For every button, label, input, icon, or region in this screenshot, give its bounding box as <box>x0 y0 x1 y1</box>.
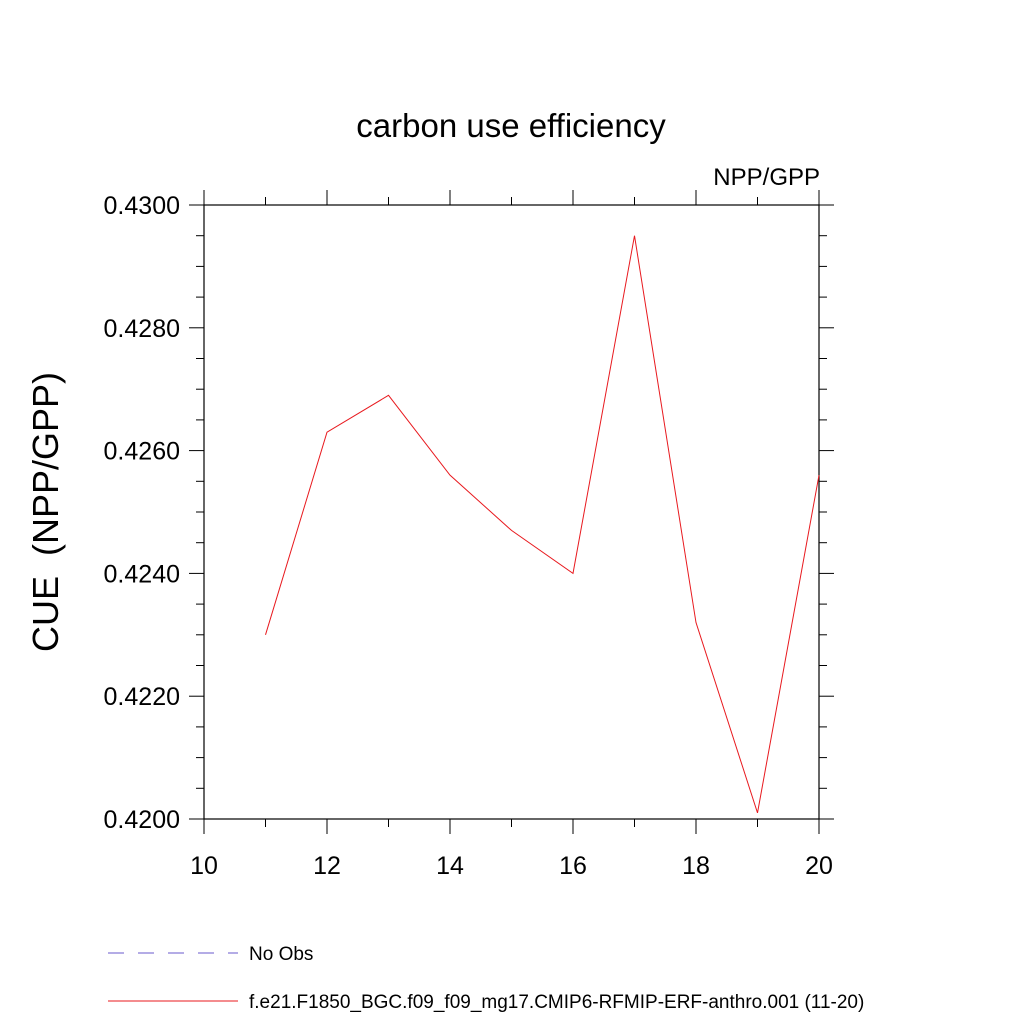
chart-subtitle: NPP/GPP <box>713 164 820 191</box>
y-tick-label: 0.4200 <box>104 806 180 834</box>
x-tick-label: 14 <box>436 852 464 880</box>
y-tick-label: 0.4220 <box>104 683 180 711</box>
x-tick-label: 20 <box>805 852 833 880</box>
chart-title: carbon use efficiency <box>356 107 666 144</box>
x-tick-label: 16 <box>559 852 587 880</box>
x-tick-label: 18 <box>682 852 710 880</box>
legend: No Obs f.e21.F1850_BGC.f09_f09_mg17.CMIP6… <box>108 944 864 1013</box>
y-tick-label: 0.4240 <box>104 560 180 588</box>
y-axis-label: CUE (NPP/GPP) <box>25 372 66 652</box>
series-line-cue <box>265 235 820 814</box>
legend-label: f.e21.F1850_BGC.f09_f09_mg17.CMIP6-RFMIP… <box>249 992 864 1013</box>
series-layer <box>265 235 820 814</box>
plot-frame <box>203 204 820 820</box>
x-tick-label: 10 <box>190 852 218 880</box>
legend-label: No Obs <box>249 944 313 965</box>
axes-layer: 0.4200 0.4220 0.4240 0.4260 0.4280 0.4300 10 12… <box>104 190 834 880</box>
x-tick-label: 12 <box>313 852 341 880</box>
y-tick-label: 0.4280 <box>104 315 180 343</box>
y-tick-label: 0.4260 <box>104 438 180 466</box>
y-tick-label: 0.4300 <box>104 192 180 220</box>
